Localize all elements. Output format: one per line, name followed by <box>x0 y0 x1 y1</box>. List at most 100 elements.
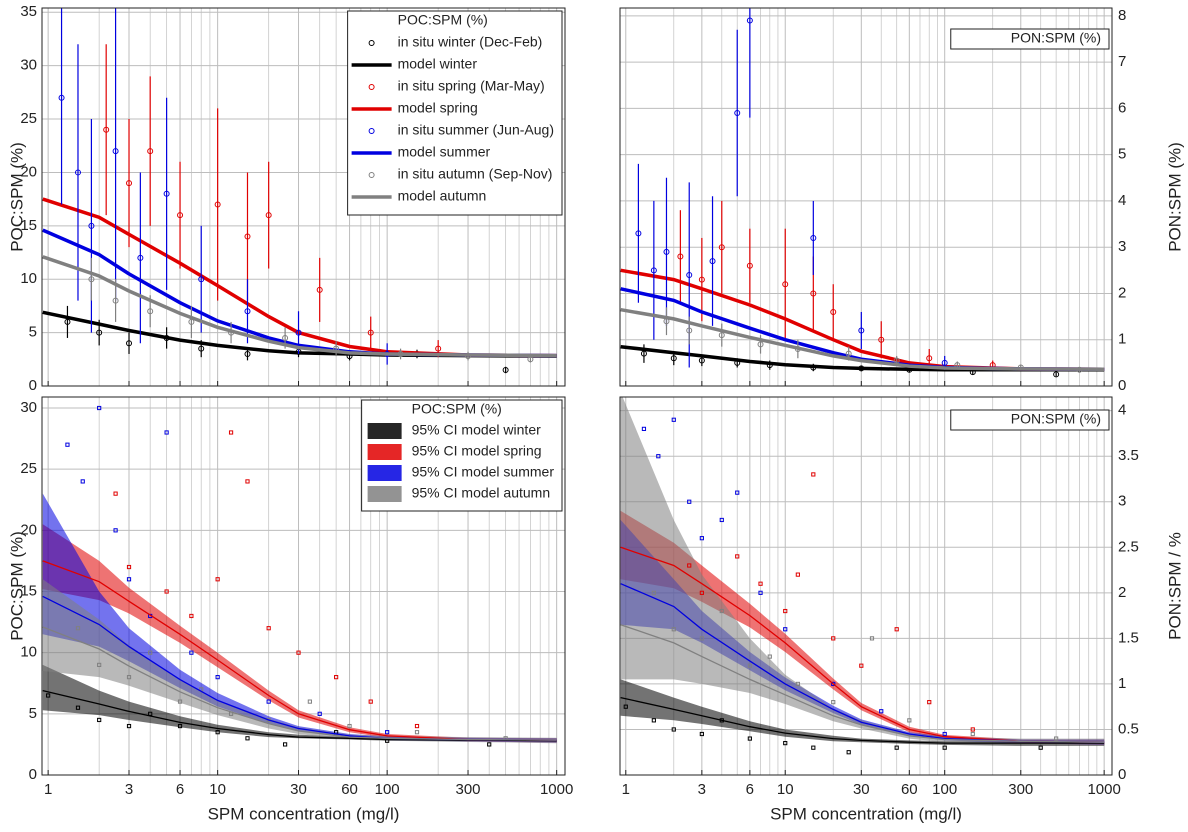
data-point <box>317 711 322 716</box>
data-point <box>810 234 817 241</box>
data-point <box>245 479 250 484</box>
data-point <box>746 17 753 24</box>
data-point <box>215 577 220 582</box>
legend-swatch <box>367 444 402 460</box>
data-point <box>687 499 692 504</box>
data-point <box>894 627 899 632</box>
plot-area <box>620 8 1112 386</box>
data-point <box>671 627 676 632</box>
y-tick-label: 35 <box>20 3 37 20</box>
data-point <box>316 286 323 293</box>
data-point <box>385 730 390 735</box>
data-point <box>670 355 677 362</box>
data-point <box>686 271 693 278</box>
data-point <box>487 742 492 747</box>
legend-label: 95% CI model winter <box>412 422 542 438</box>
data-point <box>97 405 102 411</box>
data-point <box>651 590 656 595</box>
data-point <box>126 180 133 187</box>
panel: 0 5 10 15 20 25 30 35 POC:SPM (%) POC:SPM (%) in s… <box>7 3 566 394</box>
legend-swatch <box>367 465 402 481</box>
y-tick-label: 25 <box>20 110 37 127</box>
data-point <box>244 308 251 315</box>
data-point <box>75 626 81 631</box>
x-tick-label: 1000 <box>1087 781 1120 798</box>
data-point <box>266 626 271 631</box>
data-point <box>177 699 183 704</box>
data-point <box>686 327 693 334</box>
data-point <box>64 318 71 325</box>
y-axis-label: PON:SPM (%) <box>1165 142 1184 252</box>
y-tick-label: 25 <box>20 460 37 477</box>
data-point <box>699 590 704 595</box>
data-point <box>1038 745 1043 750</box>
data-point <box>163 190 170 197</box>
data-point <box>296 650 301 655</box>
data-point <box>970 727 975 732</box>
plot-content <box>620 397 1105 755</box>
data-point <box>228 430 234 435</box>
y-tick-label: 3 <box>1118 493 1126 510</box>
y-tick-label: 15 <box>20 582 37 599</box>
data-point <box>414 730 420 735</box>
data-point <box>282 334 289 341</box>
data-point <box>698 357 705 364</box>
x-tick-label: 30 <box>853 781 870 798</box>
data-point <box>831 681 836 687</box>
data-point <box>927 700 932 705</box>
data-point <box>126 723 132 729</box>
data-point <box>177 723 183 729</box>
data-point <box>97 662 102 668</box>
data-point <box>641 426 647 431</box>
data-point <box>635 230 642 237</box>
legend-title: PON:SPM (%) <box>1011 30 1101 46</box>
data-point <box>148 650 153 655</box>
data-point <box>831 700 836 705</box>
data-point <box>894 745 899 750</box>
legend-title: POC:SPM (%) <box>398 12 488 28</box>
data-point <box>147 148 154 155</box>
data-point <box>811 472 816 477</box>
data-point <box>126 340 133 347</box>
data-point <box>687 563 692 568</box>
data-point <box>671 727 676 732</box>
plot-content <box>620 8 1105 378</box>
ci-band <box>620 397 1105 746</box>
data-point <box>671 417 676 422</box>
data-point <box>113 491 118 496</box>
y-tick-label: 0.5 <box>1118 720 1139 737</box>
data-point <box>735 554 740 559</box>
x-tick-label: 100 <box>375 781 400 798</box>
data-point <box>926 355 933 362</box>
data-point <box>623 704 628 709</box>
data-point <box>656 454 661 459</box>
legend: POC:SPM (%) in situ winter (Dec-Feb) model… <box>347 10 563 216</box>
data-point <box>859 663 864 668</box>
data-point <box>126 564 132 570</box>
x-tick-label: 1000 <box>540 781 573 798</box>
y-tick-label: 5 <box>29 324 37 341</box>
x-tick-label: 300 <box>456 781 481 798</box>
data-point <box>699 731 704 737</box>
data-point <box>189 613 194 619</box>
data-point <box>245 736 250 741</box>
plot-content <box>42 405 557 747</box>
y-axis-label: POC:SPM (%) <box>7 531 26 641</box>
y-tick-label: 0 <box>29 766 37 783</box>
data-point <box>758 590 763 595</box>
legend: PON:SPM (%) <box>950 409 1110 431</box>
data-point <box>942 745 947 750</box>
legend-label: model spring <box>398 100 478 116</box>
x-axis-label: SPM concentration (mg/l) <box>770 804 962 823</box>
data-point <box>699 536 704 541</box>
data-point <box>650 267 657 274</box>
y-tick-label: 0 <box>29 377 37 394</box>
data-point <box>147 308 154 315</box>
y-tick-label: 5 <box>1118 146 1126 163</box>
data-point <box>783 608 788 614</box>
y-axis-label: PON:SPM / % <box>1165 532 1184 640</box>
axes-frame <box>41 396 566 776</box>
data-point <box>137 254 144 261</box>
data-point <box>126 577 132 582</box>
data-point <box>941 359 948 366</box>
